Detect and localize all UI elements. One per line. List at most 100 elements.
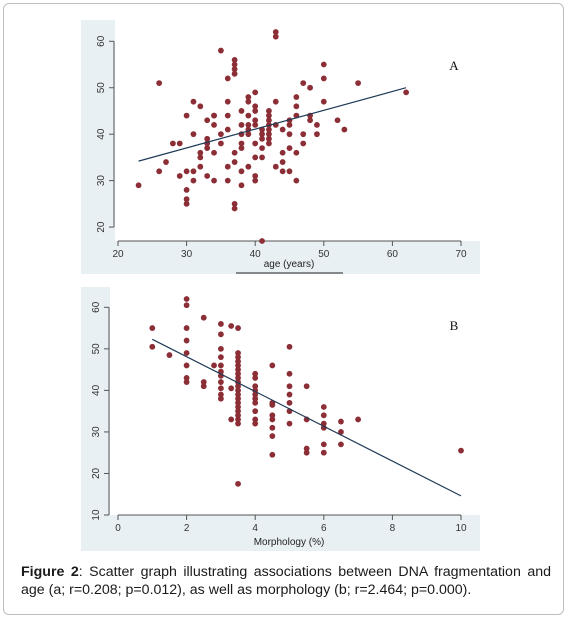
data-point-b-63: [269, 416, 276, 423]
data-point-b-77: [303, 445, 310, 452]
data-point-a-40: [245, 121, 252, 128]
data-point-a-3: [163, 159, 169, 165]
data-point-a-100: [266, 140, 272, 147]
data-point-b-13: [200, 383, 207, 390]
data-point-a-66: [272, 163, 279, 170]
data-point-a-53: [259, 145, 265, 152]
x-tick-label-b-6: 6: [321, 523, 327, 534]
caption-label: Figure 2: [21, 564, 79, 580]
data-point-a-20: [211, 149, 217, 156]
y-tick-label-b-30: 30: [91, 426, 102, 438]
y-tick-label-b-50: 50: [91, 343, 102, 355]
data-point-b-79: [320, 412, 327, 419]
data-point-b-33: [235, 362, 241, 369]
data-point-a-81: [320, 61, 327, 68]
data-point-a-117: [320, 98, 327, 105]
trend-line-a: [138, 87, 407, 162]
data-point-b-55: [252, 399, 259, 406]
data-point-a-49: [252, 108, 259, 114]
data-point-b-85: [338, 429, 344, 435]
data-point-b-62: [269, 412, 276, 419]
data-point-a-92: [211, 177, 217, 184]
data-point-a-96: [231, 200, 238, 207]
data-point-a-75: [293, 103, 300, 110]
data-point-a-91: [204, 173, 211, 179]
data-point-b-18: [218, 354, 224, 361]
data-point-b-43: [235, 404, 241, 410]
data-point-b-66: [269, 451, 276, 458]
data-point-b-9: [183, 375, 190, 381]
chart-panel-b: 10 20 30 40 50 60 0 2 4 6 8 10 Morphology (%) B: [81, 287, 480, 551]
data-point-a-46: [252, 140, 259, 147]
x-tick-label-b-0: 0: [115, 523, 121, 534]
data-point-b-11: [200, 314, 207, 321]
data-point-b-5: [183, 325, 190, 331]
data-point-b-29: [235, 325, 241, 331]
data-point-b-22: [218, 379, 224, 385]
data-point-a-22: [218, 131, 224, 138]
x-tick-label-a-30: 30: [181, 249, 193, 260]
data-point-a-108: [204, 117, 211, 124]
data-point-a-86: [403, 89, 410, 96]
data-point-b-65: [269, 433, 276, 439]
x-tick-label-b-8: 8: [390, 523, 396, 534]
data-point-a-24: [224, 112, 231, 119]
x-axis-label-b: Morphology (%): [254, 537, 325, 548]
data-point-a-1: [156, 80, 163, 86]
data-point-a-103: [293, 177, 300, 184]
data-point-a-69: [279, 126, 286, 133]
data-point-a-5: [176, 173, 183, 179]
data-point-a-80: [314, 121, 320, 128]
data-point-a-52: [259, 154, 265, 161]
data-point-b-2: [166, 352, 173, 358]
data-point-b-32: [235, 358, 241, 365]
data-point-a-18: [211, 121, 217, 128]
panel-label-a: A: [449, 58, 459, 73]
data-point-b-38: [235, 383, 241, 390]
data-point-a-27: [231, 70, 238, 77]
data-point-a-12: [190, 168, 197, 175]
data-point-a-99: [259, 135, 265, 142]
data-point-b-36: [235, 375, 241, 381]
data-point-b-14: [211, 362, 217, 369]
data-point-a-42: [245, 98, 252, 105]
data-point-a-116: [300, 131, 307, 138]
data-point-b-16: [218, 331, 224, 338]
data-point-a-110: [224, 177, 231, 184]
data-point-a-13: [197, 163, 204, 170]
data-point-b-24: [218, 391, 224, 398]
data-point-a-62: [266, 108, 272, 114]
y-tick-label-b-40: 40: [91, 384, 102, 396]
data-point-a-51: [252, 89, 259, 96]
data-point-a-54: [259, 131, 265, 138]
data-point-a-85: [355, 80, 361, 86]
data-point-b-7: [183, 350, 190, 356]
data-point-b-6: [183, 337, 190, 344]
x-tick-label-a-50: 50: [318, 249, 330, 260]
data-point-b-28: [228, 385, 235, 392]
data-point-a-21: [218, 140, 224, 147]
x-tick-label-b-2: 2: [184, 523, 190, 534]
data-point-a-113: [252, 173, 259, 179]
y-tick-label-b-20: 20: [91, 467, 102, 479]
data-point-a-2: [156, 168, 163, 175]
panel-label-b: B: [450, 318, 459, 333]
data-point-a-90: [197, 149, 204, 156]
data-point-a-4: [169, 140, 176, 147]
data-point-b-17: [218, 345, 224, 352]
y-tick-label-b-10: 10: [91, 509, 102, 521]
data-point-a-72: [286, 121, 293, 128]
data-point-a-34: [238, 145, 245, 152]
data-point-b-81: [320, 424, 327, 431]
data-point-a-14: [197, 154, 204, 161]
data-point-a-30: [231, 56, 238, 63]
data-point-b-64: [269, 424, 276, 431]
data-point-a-37: [238, 140, 245, 147]
data-point-a-95: [231, 205, 238, 212]
data-point-b-12: [200, 379, 207, 385]
data-point-a-57: [266, 131, 272, 138]
data-point-a-11: [190, 177, 197, 184]
data-point-a-44: [252, 177, 259, 184]
x-tick-label-a-20: 20: [112, 249, 124, 260]
data-point-b-27: [228, 416, 235, 423]
